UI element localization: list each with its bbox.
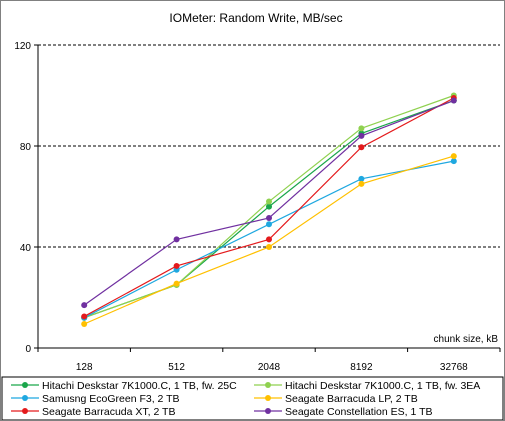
data-point	[266, 203, 272, 210]
legend-label: Seagate Barracuda LP, 2 TB	[285, 393, 418, 405]
chart-title: IOMeter: Random Write, MB/sec	[169, 11, 342, 25]
data-point	[358, 180, 365, 187]
data-point	[266, 221, 272, 228]
legend-label: Seagate Constellation ES, 1 TB	[285, 406, 432, 418]
legend-swatch-marker	[265, 382, 271, 388]
data-point	[173, 236, 180, 243]
x-axis-label: chunk size, kB	[434, 334, 499, 345]
y-tick-label: 80	[20, 142, 32, 153]
x-tick-label: 2048	[258, 362, 281, 373]
data-point	[450, 153, 457, 160]
x-tick-label: 32768	[440, 362, 468, 373]
data-point	[358, 144, 365, 151]
legend-swatch-marker	[265, 395, 271, 401]
legend-swatch-marker	[22, 382, 28, 388]
data-point	[81, 313, 88, 320]
y-tick-label: 120	[14, 41, 31, 52]
data-point	[173, 280, 180, 287]
legend-label: Hitachi Deskstar 7K1000.C, 1 TB, fw. 25C	[42, 380, 237, 392]
legend-label: Seagate Barracuda XT, 2 TB	[42, 406, 175, 418]
y-tick-label: 0	[25, 344, 31, 355]
legend-swatch-marker	[265, 408, 271, 414]
data-point	[81, 302, 88, 309]
data-point	[450, 97, 457, 104]
data-point	[266, 236, 272, 243]
plot-area: 0 40 80 120 128 512 2048 8192 32768 chunk size, k…	[14, 41, 501, 373]
legend-swatch-marker	[22, 408, 28, 414]
data-point	[450, 158, 457, 165]
data-point	[266, 244, 272, 250]
x-tick-label: 128	[76, 362, 93, 373]
legend: Hitachi Deskstar 7K1000.C, 1 TB, fw. 25C…	[1, 376, 504, 420]
legend-box	[1, 376, 504, 420]
x-tick-label: 8192	[350, 362, 373, 373]
legend-swatch-marker	[22, 395, 28, 401]
data-point	[358, 132, 365, 139]
data-point	[81, 321, 88, 328]
data-point	[358, 125, 365, 132]
y-tick-label: 40	[20, 243, 32, 254]
legend-label: Samusng EcoGreen F3, 2 TB	[42, 393, 180, 405]
x-tick-label: 512	[168, 362, 185, 373]
data-point	[266, 214, 272, 221]
data-point	[173, 262, 180, 269]
data-point	[358, 175, 365, 182]
legend-label: Hitachi Deskstar 7K1000.C, 1 TB, fw. 3EA	[285, 380, 480, 392]
data-point	[266, 198, 272, 205]
